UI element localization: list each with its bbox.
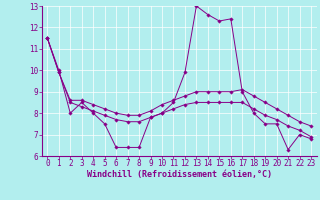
X-axis label: Windchill (Refroidissement éolien,°C): Windchill (Refroidissement éolien,°C) xyxy=(87,170,272,179)
